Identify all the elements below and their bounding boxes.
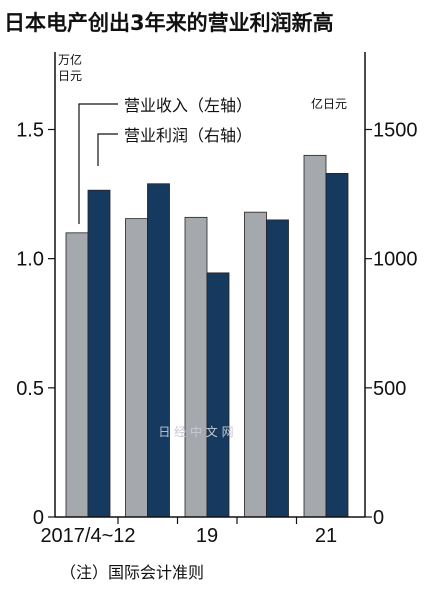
legend-leader-revenue — [78, 103, 118, 224]
legend-leader-profit — [97, 133, 118, 166]
left-tick-label-3: 1.5 — [16, 120, 44, 142]
bar-profit-4 — [325, 173, 349, 518]
x-tick-label-1: 19 — [196, 525, 218, 547]
legend-revenue: 营业收入（左轴） — [124, 96, 252, 115]
legend: 营业收入（左轴） 营业利润（右轴） — [78, 96, 252, 224]
right-tick-label-1: 500 — [373, 378, 406, 400]
left-axis-unit-line2: 日元 — [58, 69, 82, 83]
bar-revenue-2 — [184, 216, 208, 518]
bar-revenue-4 — [303, 154, 327, 518]
right-tick-label-2: 1000 — [373, 249, 418, 271]
left-tick-label-0: 0 — [33, 507, 44, 529]
left-axis-ticks: 0 0.5 1.0 1.5 — [16, 120, 55, 529]
watermark: 日 经 中 文 网 — [158, 424, 233, 439]
bar-revenue-0 — [65, 232, 89, 518]
x-tick-label-0: 2017/4~12 — [40, 525, 135, 547]
bar-profit-1 — [147, 183, 170, 518]
right-tick-label-3: 1500 — [373, 120, 418, 142]
bars — [65, 154, 349, 518]
right-tick-label-0: 0 — [373, 507, 384, 529]
bar-profit-3 — [266, 219, 289, 518]
bar-revenue-1 — [125, 218, 148, 518]
bar-revenue-3 — [244, 211, 267, 518]
x-axis-ticks: 2017/4~12 19 21 — [40, 517, 337, 547]
right-axis-ticks: 0 500 1000 1500 — [365, 120, 418, 529]
left-tick-label-2: 1.0 — [16, 249, 44, 271]
bar-profit-2 — [206, 272, 230, 518]
left-tick-label-1: 0.5 — [16, 378, 44, 400]
chart-title: 日本电产创出3年来的营业利润新高 — [4, 11, 334, 35]
footnote: （注）国际会计准则 — [60, 563, 204, 582]
legend-profit: 营业利润（右轴） — [124, 126, 252, 145]
x-tick-label-2: 21 — [315, 525, 337, 547]
right-axis-unit: 亿日元 — [311, 96, 347, 111]
bar-profit-0 — [87, 189, 111, 518]
left-axis-unit-line1: 万亿 — [58, 52, 82, 67]
